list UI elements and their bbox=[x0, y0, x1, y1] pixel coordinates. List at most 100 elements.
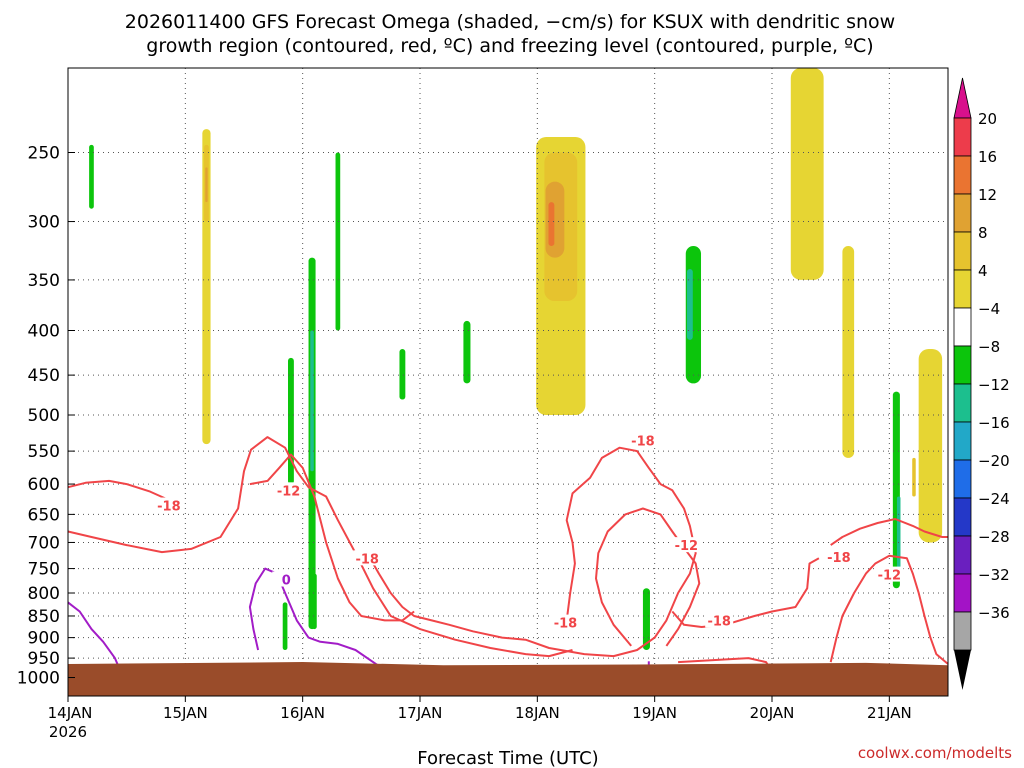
x-axis-tick-label: 18JAN bbox=[515, 704, 560, 722]
omega-shading bbox=[89, 68, 943, 651]
y-axis-tick-label: 1000 bbox=[17, 669, 60, 689]
colorbar-swatch bbox=[953, 535, 972, 575]
colorbar-swatch bbox=[953, 117, 972, 157]
colorbar-swatch bbox=[953, 345, 972, 385]
colorbar-top-arrow bbox=[953, 77, 972, 119]
colorbar-bottom-arrow bbox=[954, 650, 971, 690]
colorbar-label: 8 bbox=[978, 224, 988, 242]
dendritic-growth-contour bbox=[830, 518, 948, 546]
omega-region-pos12 bbox=[545, 181, 565, 258]
y-axis-tick-label: 800 bbox=[28, 584, 60, 604]
contour-label-bg bbox=[154, 497, 183, 513]
chart-title: 2026011400 GFS Forecast Omega (shaded, −… bbox=[125, 11, 895, 57]
grid-lines bbox=[68, 68, 948, 696]
contour-label: -18 bbox=[631, 435, 655, 450]
y-axis-tick-label: 850 bbox=[28, 607, 60, 627]
colorbar-swatch bbox=[953, 269, 972, 309]
colorbar-swatch bbox=[953, 307, 972, 347]
y-axis-tick-label: 350 bbox=[28, 271, 60, 291]
contour-label: 0 bbox=[282, 574, 291, 589]
y-axis-tick-label: 600 bbox=[28, 475, 60, 495]
title-line-1: 2026011400 GFS Forecast Omega (shaded, −… bbox=[125, 11, 895, 33]
colorbar-swatch bbox=[953, 497, 972, 537]
y-axis-tick-label: 400 bbox=[28, 322, 60, 342]
x-axis-tick-label: 14JAN bbox=[48, 704, 93, 722]
contour-label: -18 bbox=[157, 500, 181, 515]
colorbar-label: 20 bbox=[978, 110, 997, 128]
omega-region-neg4 bbox=[463, 320, 471, 384]
y-axis-tick-label: 300 bbox=[28, 213, 60, 233]
freezing-level-contour bbox=[248, 567, 386, 671]
omega-region-neg8 bbox=[686, 268, 693, 340]
colorbar-label: −36 bbox=[978, 604, 1010, 622]
omega-region-pos8 bbox=[912, 457, 916, 497]
omega-region-neg4 bbox=[399, 348, 406, 400]
contour-lines bbox=[67, 436, 949, 673]
colorbar-label: −8 bbox=[978, 338, 1000, 356]
x-axis: 14JAN 15JAN 16JAN 17JAN 18JAN 19JAN 20JAN 21JAN… bbox=[48, 696, 912, 741]
contour-label-bg bbox=[672, 537, 701, 553]
plot-area: -18 -12 -18 -18 -18 -12 -18 -18 -12 0 bbox=[67, 67, 949, 697]
colorbar-label: −20 bbox=[978, 452, 1010, 470]
colorbar-swatch bbox=[953, 573, 972, 613]
colorbar-label: −24 bbox=[978, 490, 1010, 508]
dendritic-growth-contour bbox=[829, 554, 949, 665]
omega-region-neg4 bbox=[335, 152, 341, 331]
contour-label: -12 bbox=[277, 484, 301, 499]
x-axis-tick-label: 16JAN bbox=[280, 704, 325, 722]
y-axis-tick-label: 250 bbox=[28, 144, 60, 164]
y-axis-tick-label: 550 bbox=[28, 442, 60, 462]
y-axis-tick-label: 750 bbox=[28, 560, 60, 580]
dendritic-growth-contour bbox=[67, 436, 573, 658]
contour-label: -12 bbox=[878, 569, 902, 584]
contour-label-bg bbox=[272, 571, 301, 587]
omega-region-neg8 bbox=[310, 330, 314, 472]
colorbar-label: 16 bbox=[978, 148, 997, 166]
x-axis-tick-label: 15JAN bbox=[163, 704, 208, 722]
omega-region-neg4 bbox=[282, 602, 288, 651]
colorbar-swatch bbox=[953, 459, 972, 499]
omega-region-neg4 bbox=[288, 357, 294, 485]
contour-label-bg bbox=[353, 550, 382, 566]
colorbar-label: 12 bbox=[978, 186, 997, 204]
omega-region-pos4 bbox=[918, 348, 943, 543]
ground-terrain bbox=[68, 662, 948, 696]
ground bbox=[68, 662, 948, 696]
y-axis-tick-label: 900 bbox=[28, 629, 60, 649]
x-axis-tick-label: 21JAN bbox=[867, 704, 912, 722]
x-axis-tick-label: 20JAN bbox=[750, 704, 795, 722]
y-axis-tick-label: 650 bbox=[28, 505, 60, 525]
contour-label-bg bbox=[824, 548, 853, 564]
y-axis-tick-label: 450 bbox=[28, 366, 60, 386]
dendritic-growth-contour bbox=[366, 446, 697, 658]
title-line-2: growth region (contoured, red, ºC) and f… bbox=[146, 35, 873, 57]
colorbar-label: −4 bbox=[978, 300, 1000, 318]
dendritic-growth-contour bbox=[671, 557, 820, 628]
colorbar-label: −28 bbox=[978, 528, 1010, 546]
credit-text: coolwx.com/modelts bbox=[858, 744, 1012, 762]
freezing-level-contour bbox=[67, 601, 122, 673]
x-axis-year-label: 2026 bbox=[49, 723, 87, 741]
y-axis: 2503003504004505005506006507007508008509… bbox=[17, 144, 75, 689]
colorbar-swatch bbox=[953, 421, 972, 461]
omega-region-neg4 bbox=[642, 588, 650, 651]
x-axis-tick-label: 17JAN bbox=[398, 704, 443, 722]
contour-label-bg bbox=[274, 482, 303, 498]
contour-label-bg bbox=[551, 614, 580, 630]
y-axis-tick-label: 700 bbox=[28, 533, 60, 553]
contour-label: -18 bbox=[707, 614, 731, 629]
x-axis-label: Forecast Time (UTC) bbox=[417, 748, 598, 768]
colorbar-swatch bbox=[953, 611, 972, 651]
contour-label-bg bbox=[628, 432, 657, 448]
omega-region-pos16 bbox=[548, 202, 555, 246]
omega-region-pos4 bbox=[842, 245, 855, 458]
contour-label-bg bbox=[705, 612, 734, 628]
colorbar-label: −12 bbox=[978, 376, 1010, 394]
omega-region-neg8 bbox=[896, 496, 901, 574]
contour-label: -12 bbox=[675, 539, 699, 554]
contour-label-bg bbox=[875, 566, 904, 582]
plot-frame bbox=[67, 67, 949, 697]
contour-label: -18 bbox=[827, 551, 851, 566]
dendritic-growth-contour bbox=[595, 507, 701, 647]
